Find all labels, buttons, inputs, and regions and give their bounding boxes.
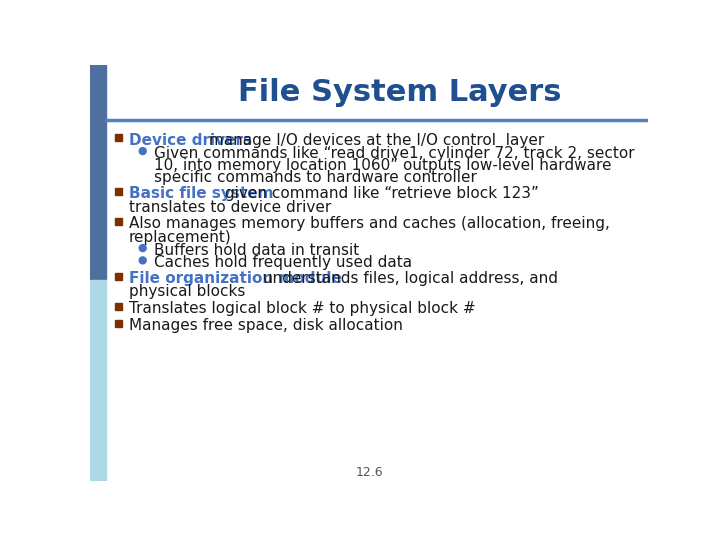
Text: Device drivers: Device drivers bbox=[129, 132, 252, 147]
Text: specific commands to hardware controller: specific commands to hardware controller bbox=[153, 170, 477, 185]
Bar bbox=[114, 188, 122, 195]
Text: manage I/O devices at the I/O control  layer: manage I/O devices at the I/O control la… bbox=[204, 132, 544, 147]
Text: Caches hold frequently used data: Caches hold frequently used data bbox=[153, 255, 412, 270]
Bar bbox=[90, 65, 106, 280]
Text: Buffers hold data in transit: Buffers hold data in transit bbox=[153, 242, 359, 258]
Text: Translates logical block # to physical block #: Translates logical block # to physical b… bbox=[129, 301, 475, 316]
Bar bbox=[90, 280, 106, 481]
Text: Manages free space, disk allocation: Manages free space, disk allocation bbox=[129, 318, 402, 333]
Text: physical blocks: physical blocks bbox=[129, 284, 245, 299]
Bar bbox=[114, 134, 122, 141]
Bar bbox=[114, 218, 122, 225]
Circle shape bbox=[139, 147, 146, 154]
Text: understands files, logical address, and: understands files, logical address, and bbox=[258, 271, 558, 286]
Text: 12.6: 12.6 bbox=[355, 467, 383, 480]
Text: replacement): replacement) bbox=[129, 230, 232, 245]
Circle shape bbox=[139, 257, 146, 264]
Bar bbox=[114, 303, 122, 309]
Circle shape bbox=[139, 245, 146, 252]
Text: translates to device driver: translates to device driver bbox=[129, 200, 331, 214]
Text: given command like “retrieve block 123”: given command like “retrieve block 123” bbox=[220, 186, 539, 201]
Text: File System Layers: File System Layers bbox=[238, 78, 562, 107]
Text: Given commands like “read drive1, cylinder 72, track 2, sector: Given commands like “read drive1, cylind… bbox=[153, 146, 634, 161]
Bar bbox=[114, 320, 122, 327]
Text: Basic file system: Basic file system bbox=[129, 186, 274, 201]
Text: 10, into memory location 1060” outputs low-level hardware: 10, into memory location 1060” outputs l… bbox=[153, 158, 611, 173]
Text: File organization module: File organization module bbox=[129, 271, 341, 286]
Bar bbox=[114, 273, 122, 280]
Text: Also manages memory buffers and caches (allocation, freeing,: Also manages memory buffers and caches (… bbox=[129, 217, 610, 232]
